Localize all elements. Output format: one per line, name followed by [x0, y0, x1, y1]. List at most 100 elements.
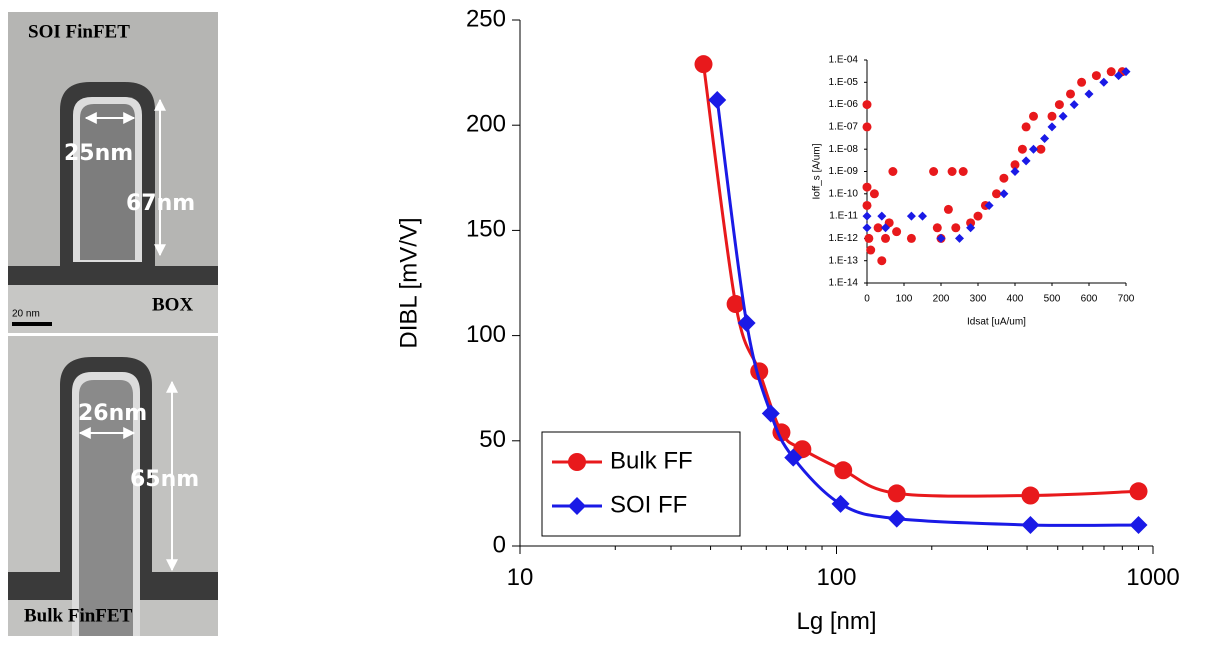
y-tick-label: 1.E-07 [829, 122, 859, 133]
point [966, 223, 976, 233]
y-tick-label: 1.E-14 [829, 278, 859, 289]
y-tick-label: 1.E-13 [829, 255, 859, 266]
y-tick-label: 50 [479, 426, 506, 453]
point [918, 211, 927, 221]
point [932, 223, 942, 233]
point [881, 223, 890, 233]
point [1058, 111, 1068, 121]
x-tick-label: 100 [816, 564, 856, 591]
point [1069, 100, 1079, 110]
x-axis-label: Idsat [uA/um] [967, 317, 1026, 328]
x-tick-label: 10 [507, 564, 534, 591]
point [761, 404, 780, 423]
point [1077, 77, 1087, 87]
point [862, 223, 872, 233]
point [958, 167, 968, 176]
point [784, 448, 803, 467]
point [877, 211, 887, 221]
y-tick-label: 200 [466, 111, 506, 138]
y-tick-label: 1.E-06 [829, 99, 859, 110]
point [1010, 167, 1020, 176]
point [862, 100, 872, 110]
point [873, 223, 883, 233]
point [887, 509, 906, 528]
x-tick-label: 1000 [1126, 564, 1179, 591]
point [877, 256, 887, 266]
point [955, 233, 964, 243]
tem-image-bulk: 26nm 65nm Bulk FinFET [8, 336, 218, 636]
x-tick-label: 0 [864, 294, 870, 305]
point [869, 189, 879, 199]
x-tick-label: 100 [896, 294, 913, 305]
point [862, 182, 872, 192]
point [694, 55, 713, 74]
y-tick-label: 1.E-08 [829, 144, 859, 155]
point [966, 218, 976, 228]
legend-label: Bulk FF [610, 447, 693, 474]
point [1129, 482, 1148, 501]
point [1029, 111, 1038, 121]
point [737, 313, 756, 332]
y-axis-label: DIBL [mV/V] [395, 217, 422, 348]
height-label: 65nm [130, 467, 199, 492]
point [1040, 134, 1050, 144]
x-tick-label: 300 [970, 294, 987, 305]
point [1106, 67, 1116, 77]
y-axis-label: Ioff_s [A/um] [812, 143, 823, 199]
point [999, 189, 1009, 199]
point [1021, 122, 1031, 132]
point [1066, 89, 1075, 99]
point [1099, 77, 1109, 87]
point [1047, 122, 1057, 132]
y-tick-label: 1.E-11 [829, 211, 858, 222]
point [866, 245, 876, 255]
point [1129, 515, 1148, 534]
scale-label: 20 nm [12, 309, 40, 320]
y-tick-label: 150 [466, 216, 506, 243]
point [906, 211, 916, 221]
tem-image-soi: SOI FinFET 25nm 67nm BOX 20 nm [8, 12, 218, 333]
main-chart: 10 100 1000 0 50 100 150 200 250 Lg [nm] DIBL [mV/… [395, 5, 1179, 635]
height-label: 67nm [126, 191, 195, 216]
point [947, 167, 957, 176]
point [881, 233, 890, 243]
y-tick-label: 250 [466, 5, 506, 32]
point [726, 295, 745, 314]
legend-marker [568, 497, 586, 515]
x-axis-label: Lg [nm] [796, 608, 876, 635]
y-tick-label: 0 [493, 531, 506, 558]
point [862, 200, 872, 210]
point [999, 173, 1009, 183]
point [906, 233, 916, 243]
point [1017, 144, 1027, 154]
width-label: 25nm [64, 141, 133, 166]
point [1114, 71, 1124, 81]
point [1084, 89, 1094, 99]
point [887, 484, 906, 503]
point [1054, 100, 1064, 110]
x-tick-label: 700 [1118, 294, 1135, 305]
point [1021, 515, 1040, 534]
point [951, 223, 961, 233]
point [1091, 71, 1101, 81]
series-line [715, 99, 1139, 527]
x-tick-label: 200 [933, 294, 950, 305]
point [831, 494, 850, 513]
legend-box [541, 431, 741, 537]
base-label: BOX [152, 294, 193, 315]
point [892, 227, 902, 237]
point [1029, 144, 1038, 154]
x-tick-label: 400 [1007, 294, 1024, 305]
point [1010, 160, 1020, 170]
point [1121, 67, 1131, 77]
y-tick-label: 1.E-10 [829, 188, 859, 199]
image-title: SOI FinFET [28, 21, 130, 42]
point [834, 461, 853, 480]
point [864, 233, 874, 243]
point [1036, 144, 1046, 154]
legend: Bulk FF SOI FF [541, 431, 741, 537]
y-tick-label: 1.E-04 [829, 55, 859, 66]
y-tick-label: 1.E-05 [829, 77, 859, 88]
point [888, 167, 898, 176]
